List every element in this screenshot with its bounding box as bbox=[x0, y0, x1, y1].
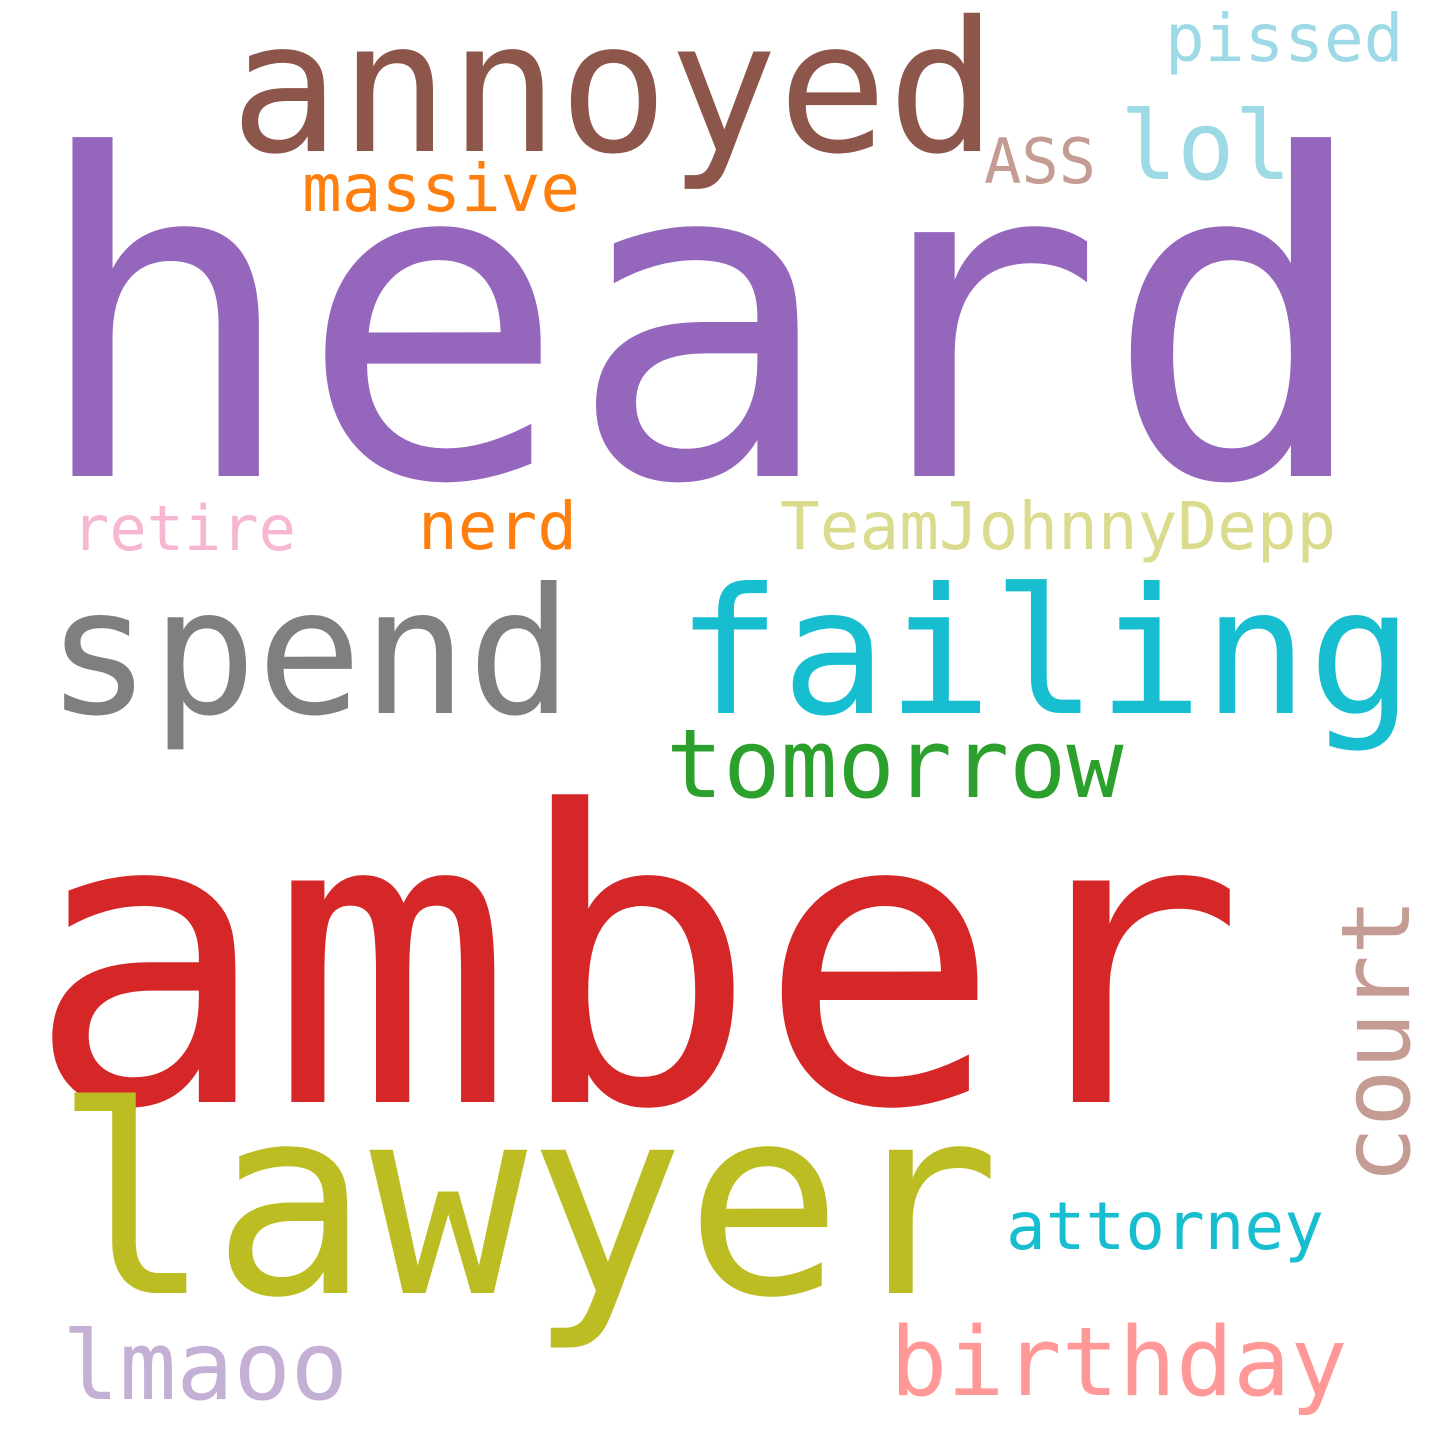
word-failing: failing bbox=[676, 552, 1414, 755]
word-tomorrow: tomorrow bbox=[666, 710, 1124, 820]
word-lawyer: lawyer bbox=[54, 1050, 1001, 1355]
word-attorney: attorney bbox=[1006, 1188, 1324, 1265]
word-court: court bbox=[1322, 898, 1432, 1184]
word-pissed: pissed bbox=[1165, 0, 1404, 77]
word-heard: heard bbox=[30, 63, 1373, 582]
word-teamjohnnydepp: TeamJohnnyDepp bbox=[780, 488, 1337, 565]
word-birthday: birthday bbox=[890, 1308, 1348, 1418]
word-massive: massive bbox=[302, 150, 581, 227]
word-amber: amber bbox=[26, 726, 1246, 1198]
word-retire: retire bbox=[72, 492, 296, 565]
word-lol: lol bbox=[1120, 92, 1292, 202]
word-spend: spend bbox=[46, 552, 573, 755]
word-annoyed: annoyed bbox=[230, 0, 998, 194]
word-lmaoo: lmaoo bbox=[62, 1312, 348, 1422]
word-ass: ASS bbox=[984, 125, 1096, 198]
word-nerd: nerd bbox=[418, 488, 577, 565]
